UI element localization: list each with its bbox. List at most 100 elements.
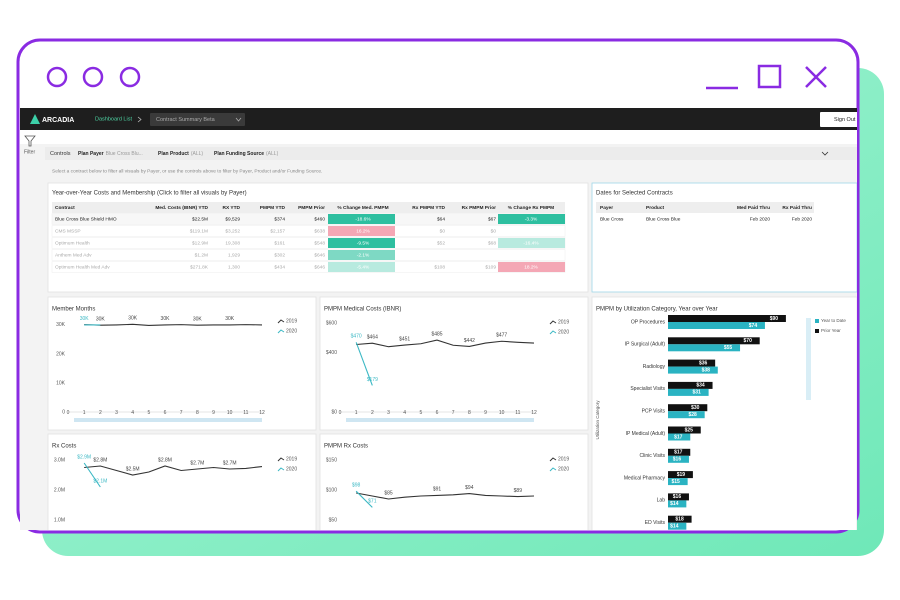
bar[interactable] xyxy=(668,359,716,367)
legend-label: 2020 xyxy=(558,466,569,472)
filter-label[interactable]: Filter xyxy=(24,149,35,155)
bar[interactable] xyxy=(668,522,687,530)
column-header: Product xyxy=(646,205,665,211)
y-tick-label: 10K xyxy=(56,380,66,386)
column-header: RX YTD xyxy=(222,205,240,211)
x-tick-label: 1 xyxy=(83,410,86,416)
data-label: $15 xyxy=(671,479,680,485)
scroll-bar[interactable] xyxy=(806,318,811,400)
table-cell: $460 xyxy=(314,216,325,222)
control-label[interactable]: Plan Product xyxy=(158,151,189,157)
control-value[interactable]: (ALL) xyxy=(266,151,279,157)
control-label[interactable]: Plan Payer xyxy=(78,151,104,157)
bar[interactable] xyxy=(668,426,701,434)
bar[interactable] xyxy=(668,471,693,479)
table-cell: $434 xyxy=(274,264,285,270)
scroll-slider[interactable] xyxy=(346,418,534,422)
control-value[interactable]: Blue Cross Blu... xyxy=(106,151,143,157)
table-row[interactable] xyxy=(51,249,566,261)
bar[interactable] xyxy=(668,455,689,463)
controls-chevron xyxy=(821,151,829,156)
legend-icon xyxy=(277,457,285,462)
data-label: $485 xyxy=(431,331,442,337)
line-series xyxy=(355,490,373,508)
column-header: Rx PMPM Prior xyxy=(462,205,497,211)
nav-link[interactable]: Dashboard List xyxy=(95,116,132,122)
control-label[interactable]: Plan Funding Source xyxy=(214,151,264,157)
bar[interactable] xyxy=(668,388,709,396)
bar[interactable] xyxy=(668,381,713,389)
bar[interactable] xyxy=(668,344,741,352)
bar[interactable] xyxy=(668,478,688,486)
table-cell: Blue Cross Blue Shield HMO xyxy=(55,216,117,222)
table-cell: $161 xyxy=(274,240,285,246)
data-label: $19 xyxy=(677,472,686,478)
bar[interactable] xyxy=(668,493,689,501)
table-cell: CMS MSSP xyxy=(55,228,81,234)
legend-icon xyxy=(549,320,557,325)
data-label: $2.5M xyxy=(126,466,140,472)
data-label: $38 xyxy=(702,367,711,373)
y-tick-label: $0 xyxy=(331,409,337,415)
chart-title: PMPM by Utilization Category, Year over … xyxy=(596,307,718,313)
table-cell: $64 xyxy=(437,216,445,222)
bar[interactable] xyxy=(668,515,692,523)
data-label: $31 xyxy=(692,390,701,396)
y-tick-label: 20K xyxy=(56,351,66,357)
table-cell: Feb 2020 xyxy=(750,216,771,222)
bar[interactable] xyxy=(668,404,708,412)
legend-label: Prior Year xyxy=(821,328,841,333)
change-cell xyxy=(328,262,395,272)
bar[interactable] xyxy=(668,337,760,345)
table-cell: -16.4% xyxy=(523,240,539,246)
table-cell: $0 xyxy=(491,228,497,234)
category-label: Radiology xyxy=(643,364,666,370)
legend-icon xyxy=(277,467,285,472)
bar[interactable] xyxy=(668,411,705,419)
control-value[interactable]: (ALL) xyxy=(191,151,204,157)
category-label: Medical Pharmacy xyxy=(624,475,666,481)
legend-label: 2019 xyxy=(558,319,569,325)
table-row[interactable] xyxy=(51,225,566,237)
legend-label: 2019 xyxy=(286,318,297,324)
dropdown[interactable] xyxy=(150,113,245,126)
table-cell: $119.1M xyxy=(190,228,208,234)
change-cell xyxy=(498,238,565,248)
legend-swatch xyxy=(815,319,819,323)
category-label: OP Procedures xyxy=(631,319,666,325)
bar[interactable] xyxy=(668,500,687,508)
table-cell: -5.4% xyxy=(357,264,370,270)
line-series xyxy=(84,465,263,476)
table-cell: $68 xyxy=(488,240,496,246)
bar[interactable] xyxy=(668,448,691,456)
legend-label: 2020 xyxy=(286,466,297,472)
bar[interactable] xyxy=(668,315,786,322)
data-label: $74 xyxy=(749,323,758,329)
close[interactable] xyxy=(805,66,827,88)
change-cell xyxy=(498,262,565,272)
table-cell: $271.8K xyxy=(190,264,209,270)
x-tick-label: 11 xyxy=(243,410,248,416)
sign-out-button[interactable] xyxy=(820,112,860,127)
table-cell: $52 xyxy=(437,240,445,246)
data-label: $70 xyxy=(744,338,753,344)
change-cell xyxy=(498,214,565,224)
logo: ARCADIA xyxy=(42,117,74,124)
line-series xyxy=(356,492,535,500)
bar[interactable] xyxy=(668,322,765,329)
data-label: $28 xyxy=(689,412,698,418)
instruction: Select a contract below to filter all vi… xyxy=(52,168,322,174)
x-tick-label: 3 xyxy=(115,410,118,416)
maximize[interactable] xyxy=(757,64,782,89)
bar[interactable] xyxy=(668,433,691,441)
x-tick-label: 7 xyxy=(452,410,455,416)
bar[interactable] xyxy=(668,366,718,374)
category-label: IP Surgical (Adult) xyxy=(625,342,666,348)
change-cell xyxy=(328,250,395,260)
table-cell: -18.6% xyxy=(355,216,371,222)
table-cell: $67 xyxy=(488,216,496,222)
legend-icon xyxy=(549,330,557,335)
y-tick-label: $100 xyxy=(326,487,337,493)
scroll-slider[interactable] xyxy=(74,418,262,422)
